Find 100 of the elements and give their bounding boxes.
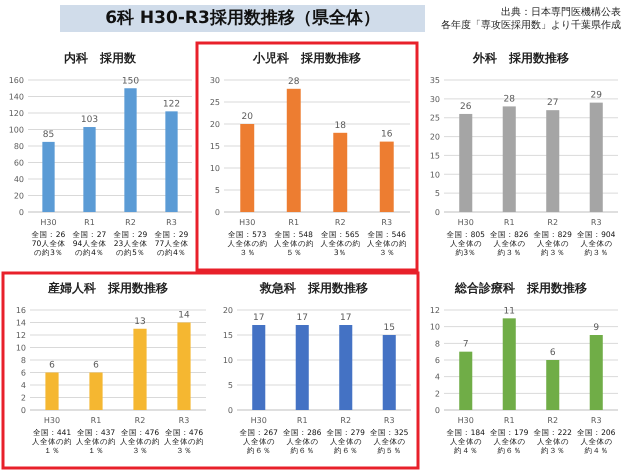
chart-title: 総合診療科 採用数推移 bbox=[454, 280, 588, 297]
data-label: 18 bbox=[334, 120, 346, 131]
data-label: 103 bbox=[80, 115, 98, 126]
bar bbox=[459, 352, 472, 410]
x-tick-label: H30 bbox=[250, 416, 267, 425]
bar bbox=[133, 328, 147, 410]
y-tick-label: 10 bbox=[222, 356, 233, 365]
bar bbox=[42, 142, 55, 212]
y-tick-label: 10 bbox=[16, 344, 26, 352]
y-tick-label: 20 bbox=[222, 306, 233, 315]
data-label: 14 bbox=[178, 310, 190, 320]
data-label: 17 bbox=[253, 313, 264, 323]
y-tick-label: 0 bbox=[434, 208, 440, 217]
bar bbox=[333, 132, 348, 212]
x-tick-label: H30 bbox=[458, 416, 474, 425]
y-tick-label: 0 bbox=[214, 208, 220, 217]
x-tick-label: R3 bbox=[166, 218, 177, 227]
bar bbox=[165, 111, 178, 212]
data-label: 7 bbox=[462, 340, 469, 350]
y-tick-label: 15 bbox=[210, 142, 220, 151]
bar bbox=[590, 335, 603, 410]
data-label: 11 bbox=[504, 306, 515, 316]
y-tick-label: 2 bbox=[434, 389, 440, 398]
chart-title: 内科 採用数 bbox=[63, 50, 137, 67]
bar bbox=[45, 372, 59, 410]
x-tick-label: R1 bbox=[288, 218, 300, 227]
bar bbox=[590, 102, 603, 212]
chart-title: 産婦人科 採用数推移 bbox=[47, 280, 169, 297]
x-tick-label: R1 bbox=[84, 218, 95, 227]
bar bbox=[286, 88, 301, 212]
data-label: 15 bbox=[384, 323, 395, 333]
x-tick-label: R2 bbox=[340, 416, 352, 425]
bar bbox=[502, 318, 516, 410]
x-tick-label: R1 bbox=[90, 416, 102, 425]
data-label: 6 bbox=[93, 360, 100, 370]
y-tick-label: 60 bbox=[14, 158, 24, 168]
x-tick-label: R3 bbox=[590, 218, 602, 227]
x-tick-label: R2 bbox=[547, 218, 558, 227]
y-tick-label: 20 bbox=[210, 120, 220, 129]
y-tick-label: 30 bbox=[210, 76, 220, 85]
data-label: 85 bbox=[42, 130, 54, 140]
y-tick-label: 16 bbox=[16, 306, 26, 315]
bar bbox=[502, 106, 516, 212]
data-label: 27 bbox=[547, 98, 558, 108]
y-tick-label: 100 bbox=[8, 126, 24, 134]
x-tick-label: R3 bbox=[178, 416, 190, 425]
x-tick-label: R3 bbox=[590, 416, 602, 425]
data-label: 6 bbox=[49, 360, 56, 370]
x-tick-label: H30 bbox=[40, 218, 57, 227]
bar bbox=[124, 88, 137, 212]
x-tick-label: R3 bbox=[384, 416, 395, 425]
x-tick-label: H30 bbox=[458, 218, 474, 227]
y-tick-label: 0 bbox=[18, 208, 24, 217]
y-tick-label: 20 bbox=[430, 132, 440, 142]
y-tick-label: 140 bbox=[8, 92, 24, 102]
bar bbox=[459, 114, 472, 212]
chart-title: 外科 採用数推移 bbox=[472, 50, 570, 67]
y-tick-label: 14 bbox=[16, 318, 26, 328]
y-tick-label: 8 bbox=[434, 339, 440, 348]
bar bbox=[546, 110, 560, 212]
y-tick-label: 30 bbox=[430, 94, 440, 104]
data-label: 28 bbox=[288, 76, 300, 87]
y-tick-label: 2 bbox=[20, 394, 26, 402]
y-tick-label: 0 bbox=[228, 406, 233, 415]
x-tick-label: R1 bbox=[504, 218, 515, 227]
y-tick-label: 15 bbox=[222, 331, 233, 340]
x-tick-label: H30 bbox=[239, 218, 256, 227]
x-tick-label: R3 bbox=[381, 218, 392, 227]
y-tick-label: 20 bbox=[14, 192, 24, 200]
data-label: 26 bbox=[460, 102, 472, 112]
y-tick-label: 25 bbox=[430, 114, 440, 123]
x-tick-label: R1 bbox=[296, 416, 308, 425]
data-label: 29 bbox=[590, 90, 602, 101]
y-tick-label: 8 bbox=[20, 356, 26, 365]
y-tick-label: 0 bbox=[434, 406, 440, 415]
y-tick-label: 6 bbox=[434, 356, 440, 365]
x-tick-label: R2 bbox=[334, 218, 346, 227]
bar bbox=[546, 360, 560, 410]
y-tick-label: 10 bbox=[430, 170, 440, 180]
text: 各年度「専攻医採用数」より千葉県作成 bbox=[441, 19, 621, 32]
chart-title: 小児科 採用数推移 bbox=[252, 50, 362, 67]
data-label: 6 bbox=[550, 348, 556, 358]
text: 6科 H30-R3採用数推移（県全体） bbox=[60, 5, 425, 32]
chart-title: 救急科 採用数推移 bbox=[258, 280, 369, 297]
y-tick-label: 12 bbox=[16, 331, 26, 340]
bar bbox=[89, 372, 103, 410]
data-label: 17 bbox=[296, 313, 308, 323]
data-label: 28 bbox=[504, 94, 516, 104]
y-tick-label: 0 bbox=[20, 406, 26, 415]
bar bbox=[380, 142, 394, 212]
bar bbox=[177, 322, 191, 410]
y-tick-label: 80 bbox=[14, 142, 24, 151]
y-tick-label: 15 bbox=[430, 151, 440, 160]
y-tick-label: 10 bbox=[210, 164, 220, 173]
y-tick-label: 40 bbox=[14, 175, 24, 184]
y-tick-label: 6 bbox=[20, 368, 26, 378]
data-label: 122 bbox=[162, 99, 180, 110]
y-tick-label: 25 bbox=[210, 98, 220, 107]
y-tick-label: 120 bbox=[8, 109, 24, 118]
x-tick-label: R2 bbox=[547, 416, 558, 425]
